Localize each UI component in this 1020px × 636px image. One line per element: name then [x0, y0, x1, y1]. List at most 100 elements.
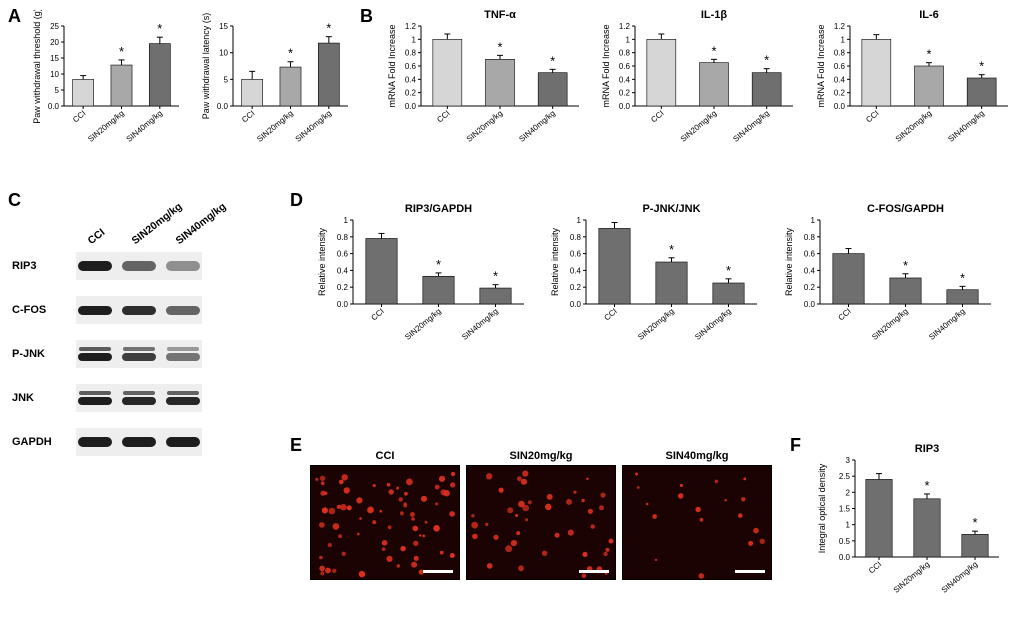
bar-chart: 0.0510152025Paw withdrawal threshold (g)…	[30, 10, 185, 160]
svg-text:*: *	[960, 270, 965, 285]
micrograph-label: SIN20mg/kg	[467, 450, 615, 462]
svg-text:15: 15	[50, 54, 59, 63]
blot-row-label: GAPDH	[12, 436, 76, 448]
micrograph: SIN20mg/kg	[466, 465, 616, 580]
svg-text:0.0: 0.0	[337, 300, 349, 309]
panel-label-f: F	[790, 435, 801, 456]
svg-text:*: *	[669, 242, 674, 257]
svg-text:CCI: CCI	[836, 307, 852, 323]
svg-text:3: 3	[846, 456, 851, 465]
svg-text:*: *	[327, 21, 332, 36]
svg-text:*: *	[436, 257, 441, 272]
micrograph: CCI	[310, 465, 460, 580]
bar	[319, 43, 340, 106]
svg-text:SIN20mg/kg: SIN20mg/kg	[403, 307, 443, 342]
scale-bar	[579, 570, 609, 573]
svg-text:0.8: 0.8	[337, 233, 349, 242]
svg-text:0.2: 0.2	[570, 283, 582, 292]
svg-text:0.8: 0.8	[570, 233, 582, 242]
svg-text:IL-1β: IL-1β	[701, 9, 728, 21]
svg-text:CCI: CCI	[864, 109, 880, 125]
bar	[423, 276, 454, 304]
svg-text:0.8: 0.8	[834, 49, 846, 58]
svg-text:C-FOS/GAPDH: C-FOS/GAPDH	[867, 203, 944, 215]
svg-text:5: 5	[55, 86, 60, 95]
bar	[538, 73, 567, 106]
blot-row-label: P-JNK	[12, 348, 76, 360]
svg-text:15: 15	[220, 22, 229, 31]
bar-chart: 0.051015Paw withdrawal latency (s)CCI*SI…	[199, 10, 354, 160]
svg-text:SIN20mg/kg: SIN20mg/kg	[892, 560, 932, 595]
svg-text:SIN40mg/kg: SIN40mg/kg	[517, 109, 557, 144]
svg-text:0.8: 0.8	[804, 233, 816, 242]
svg-text:SIN20mg/kg: SIN20mg/kg	[679, 109, 719, 144]
svg-text:CCI: CCI	[71, 109, 87, 125]
svg-text:CCI: CCI	[650, 109, 666, 125]
bar	[713, 283, 744, 304]
svg-text:CCI: CCI	[867, 560, 883, 576]
svg-text:0.6: 0.6	[337, 250, 349, 259]
panel-label-e: E	[290, 435, 302, 456]
svg-text:*: *	[288, 46, 293, 61]
svg-text:Paw withdrawal threshold (g): Paw withdrawal threshold (g)	[32, 10, 42, 124]
svg-text:0.2: 0.2	[834, 89, 846, 98]
bar-chart: C-FOS/GAPDH0.00.20.40.60.81Relative inte…	[782, 200, 997, 360]
svg-text:SIN40mg/kg: SIN40mg/kg	[927, 307, 967, 342]
panel-label-a: A	[8, 6, 21, 27]
svg-text:*: *	[550, 53, 555, 68]
svg-text:SIN20mg/kg: SIN20mg/kg	[256, 109, 296, 144]
blot-column-header: CCI	[86, 226, 108, 247]
svg-text:0.2: 0.2	[804, 283, 816, 292]
bar	[647, 39, 676, 106]
svg-text:0.4: 0.4	[804, 266, 816, 275]
svg-text:mRNA Fold Increase: mRNA Fold Increase	[387, 24, 397, 107]
svg-text:25: 25	[50, 22, 59, 31]
svg-text:0.6: 0.6	[619, 62, 631, 71]
scale-bar	[735, 570, 765, 573]
bar	[366, 238, 397, 304]
bar-chart: IL-1β0.00.20.40.60.811.2mRNA Fold Increa…	[599, 6, 799, 161]
panel-c: CCISIN20mg/kgSIN40mg/kgRIP3 C-FOS	[12, 205, 272, 469]
bar	[242, 79, 263, 106]
svg-text:0.0: 0.0	[834, 102, 846, 111]
panel-d: RIP3/GAPDH0.00.20.40.60.81Relative inten…	[315, 200, 997, 365]
bar-chart: P-JNK/JNK0.00.20.40.60.81Relative intens…	[548, 200, 763, 360]
bar	[866, 479, 892, 557]
svg-text:1: 1	[840, 35, 845, 44]
svg-text:*: *	[119, 44, 124, 59]
svg-text:CCI: CCI	[241, 109, 257, 125]
panel-e: CCI SIN20mg/kg SIN40mg/kg	[310, 465, 772, 580]
svg-text:0.0: 0.0	[405, 102, 417, 111]
bar	[833, 254, 864, 304]
svg-text:0.2: 0.2	[619, 89, 631, 98]
bar	[111, 65, 132, 106]
svg-text:SIN20mg/kg: SIN20mg/kg	[465, 109, 505, 144]
svg-text:*: *	[765, 53, 770, 68]
svg-text:CCI: CCI	[435, 109, 451, 125]
bar	[599, 228, 630, 304]
svg-text:1: 1	[412, 35, 417, 44]
svg-text:SIN20mg/kg: SIN20mg/kg	[894, 109, 934, 144]
svg-text:1.2: 1.2	[405, 22, 417, 31]
svg-text:2.5: 2.5	[839, 472, 851, 481]
panel-a: 0.0510152025Paw withdrawal threshold (g)…	[30, 10, 354, 165]
bar	[914, 499, 940, 557]
svg-text:Relative intensity: Relative intensity	[784, 227, 794, 296]
svg-text:SIN40mg/kg: SIN40mg/kg	[460, 307, 500, 342]
bar-chart: RIP30.00.511.522.53Integral optical dens…	[815, 440, 1005, 615]
svg-text:1: 1	[626, 35, 631, 44]
panel-f: RIP30.00.511.522.53Integral optical dens…	[815, 440, 1005, 620]
scale-bar	[423, 570, 453, 573]
bar	[486, 59, 515, 106]
svg-text:0.2: 0.2	[337, 283, 349, 292]
svg-text:*: *	[497, 39, 502, 54]
micrograph: SIN40mg/kg	[622, 465, 772, 580]
svg-text:SIN40mg/kg: SIN40mg/kg	[940, 560, 980, 595]
svg-text:*: *	[903, 258, 908, 273]
svg-text:RIP3: RIP3	[915, 443, 939, 455]
svg-text:SIN40mg/kg: SIN40mg/kg	[294, 109, 334, 144]
svg-text:0.0: 0.0	[804, 300, 816, 309]
bar	[862, 39, 891, 106]
svg-text:CCI: CCI	[369, 307, 385, 323]
bar-chart: TNF-α0.00.20.40.60.811.2mRNA Fold Increa…	[385, 6, 585, 161]
